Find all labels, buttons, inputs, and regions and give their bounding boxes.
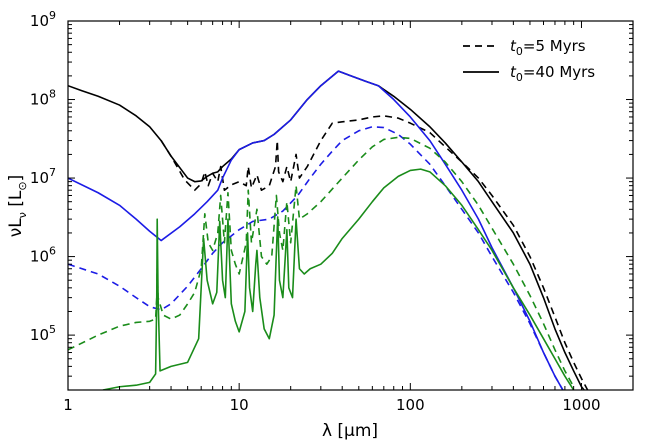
y-tick-label: 109 <box>30 9 56 30</box>
legend-label: t0=40 Myrs <box>510 63 595 84</box>
series-line-total-t0-5-myrs <box>160 115 589 390</box>
legend-label: t0=5 Myrs <box>510 37 586 58</box>
x-axis-title: λ [μm] <box>322 421 378 441</box>
series-layer <box>68 70 589 390</box>
ticks-layer <box>67 20 634 391</box>
series-line-dust-t0-5-myrs <box>68 136 575 388</box>
series-line-dust-t0-40-myrs <box>102 168 575 390</box>
y-axis-title: νLν [L⊙] <box>6 175 29 238</box>
series-line-total-t0-40-myrs <box>68 70 586 390</box>
series-line-stellar-t0-5-myrs <box>68 125 564 390</box>
x-tick-label: 1 <box>63 396 73 414</box>
x-tick-label: 1000 <box>562 396 600 414</box>
y-tick-label: 107 <box>30 166 56 187</box>
series-line-stellar-t0-40-myrs <box>68 70 564 390</box>
x-tick-label: 100 <box>396 396 425 414</box>
plot-frame <box>67 20 634 391</box>
x-tick-label: 10 <box>230 396 249 414</box>
y-tick-label: 108 <box>30 88 56 109</box>
y-tick-label: 106 <box>30 245 56 266</box>
labels-layer: 1 10 100 1000 105 106 107 108 109 <box>30 9 601 414</box>
y-tick-label: 105 <box>30 323 56 344</box>
legend: t0=5 Myrs t0=40 Myrs <box>463 37 595 84</box>
